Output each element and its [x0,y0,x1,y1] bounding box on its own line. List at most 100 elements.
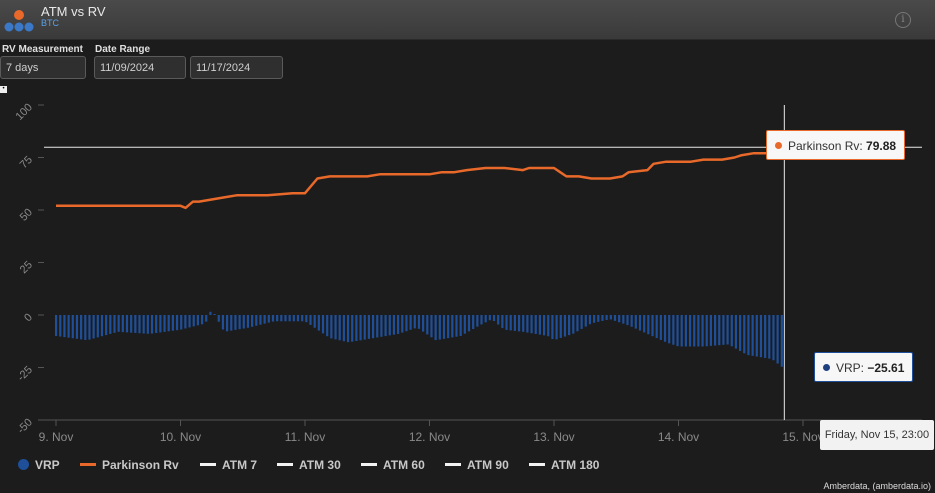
vrp-bar [701,315,704,347]
vrp-bar [609,315,612,320]
vrp-bar [584,315,587,327]
vrp-bar [451,315,454,338]
info-icon[interactable]: i [895,12,911,28]
vrp-bar [413,315,416,329]
vrp-bar [597,315,600,322]
vrp-bar [739,315,742,351]
y-axis: -50 -25 0 25 50 75 100 [13,101,44,436]
vrp-bar [734,315,738,349]
vrp-bar [150,315,154,334]
vrp-bar [121,315,124,333]
y-tick-label: 0 [22,311,35,324]
vrp-bar [234,315,237,330]
vrp-bar [697,315,700,347]
vrp-bar [355,315,358,341]
date-tooltip: Friday, Nov 15, 23:00 [820,420,934,450]
vrp-bar [371,315,375,339]
vrp-bar [542,315,546,336]
vrp-bar [447,315,450,339]
vrp-bar [776,315,779,364]
vrp-bar [367,315,371,339]
vrp-bar [593,315,596,323]
vrp-bar [376,315,379,338]
vrp-bar [167,315,170,332]
legend-item-atm-30[interactable]: ATM 30 [277,458,341,472]
vrp-bar [530,315,533,334]
vrp-bar [680,315,683,347]
vrp-bar [459,315,462,337]
x-tick-label: 13. Nov [533,430,574,444]
rv-measurement-select[interactable]: 7 days [0,56,86,79]
vrp-bar [718,315,721,346]
legend-item-atm-60[interactable]: ATM 60 [361,458,425,472]
vrp-bar [467,315,471,332]
legend-marker-atm-7 [200,463,216,466]
vrp-bar [538,315,542,335]
vrp-bar [743,315,746,354]
vrp-bar [288,315,291,322]
vrp-bar [251,315,254,327]
vrp-bar [505,315,508,330]
vrp-bar [71,315,74,339]
vrp-bar [188,315,191,328]
chart-credit[interactable]: Amberdata, (amberdata.io) [823,481,931,491]
vrp-bar [88,315,91,340]
date-start-input[interactable]: 11/09/2024 [94,56,186,79]
vrp-bar [117,315,120,332]
legend-label-parkinson: Parkinson Rv [102,458,179,472]
legend-label-atm-7: ATM 7 [222,458,258,472]
vrp-bar [517,315,521,332]
vrp-bar [105,315,108,336]
vrp-bar [263,315,266,324]
legend-item-atm-7[interactable]: ATM 7 [200,458,257,472]
parkinson-tooltip-dot [775,142,782,149]
vrp-bar [688,315,692,347]
legend-item-vrp[interactable]: VRP [18,458,60,472]
vrp-tooltip: VRP: −25.61 [814,352,914,382]
vrp-bar [630,315,633,327]
legend-item-atm-90[interactable]: ATM 90 [445,458,509,472]
vrp-bar [242,315,245,329]
vrp-bar [764,315,767,358]
vrp-bar [634,315,637,329]
vrp-bar [513,315,516,331]
vrp-bar [638,315,642,331]
vrp-bar [221,315,225,330]
vrp-bar [438,315,441,340]
vrp-bar [125,315,129,333]
vrp-bar [555,315,558,340]
legend-item-atm-180[interactable]: ATM 180 [529,458,599,472]
vrp-bar [321,315,325,334]
vrp-bar [255,315,258,326]
vrp-bar [392,315,396,335]
vrp-tooltip-value: −25.61 [867,361,905,375]
vrp-bar [184,315,187,329]
vrp-bar [659,315,662,340]
panel-marker: • [0,86,7,93]
vrp-bar [772,315,775,361]
date-end-input[interactable]: 11/17/2024 [190,56,283,79]
y-tick-label: -50 [15,416,35,436]
vrp-bar [430,315,433,338]
vrp-bar [301,315,304,322]
vrp-bar [96,315,99,338]
vrp-bar [363,315,366,340]
vrp-bar [647,315,650,335]
vrp-bar [622,315,625,324]
vrp-bar [547,315,550,337]
vrp-bar [768,315,771,359]
parkinson-series [56,146,786,210]
legend-label-atm-60: ATM 60 [383,458,425,472]
vrp-bar [401,315,404,333]
vrp-bar [351,315,354,342]
vrp-bar [75,315,79,339]
legend-label-atm-30: ATM 30 [299,458,341,472]
vrp-bar [780,315,783,367]
vrp-bar [217,315,220,322]
vrp-bar [334,315,337,340]
vrp-bar [138,315,141,334]
vrp-bar [751,315,754,356]
x-tick-label: 10. Nov [160,430,201,444]
legend-item-parkinson[interactable]: Parkinson Rv [80,458,179,472]
